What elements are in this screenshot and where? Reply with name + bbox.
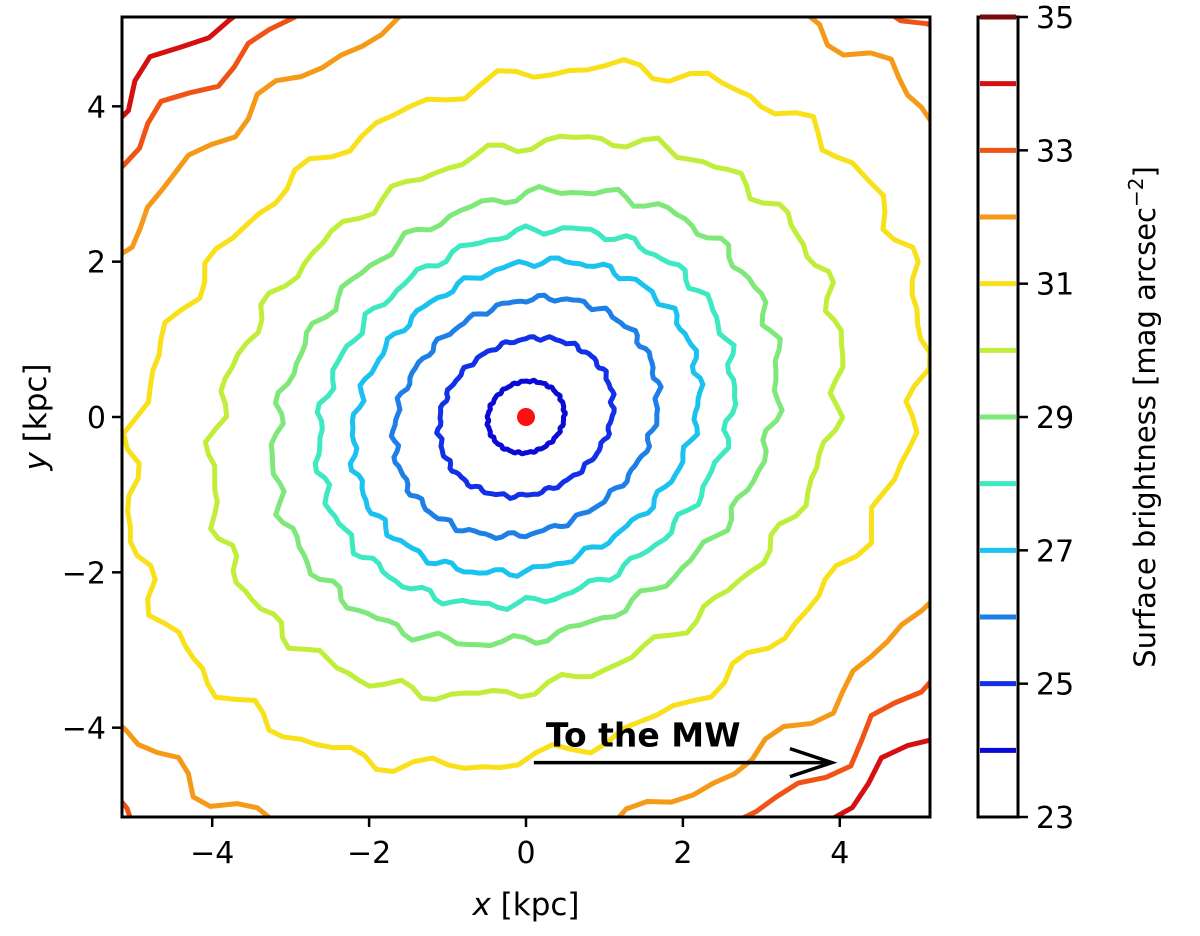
y-tick-label: 2 [87,246,106,281]
colorbar-tick-label: 23 [1036,801,1074,836]
y-tick-label: 0 [87,401,106,436]
x-tick-label: 2 [673,836,692,871]
colorbar-tick-label: 25 [1036,668,1074,703]
y-tick-label: −4 [62,712,106,747]
contour-level-31 [122,57,930,774]
contour-level-30 [202,133,846,702]
axis-ticks: −4 −2 0 2 4 −4 −2 0 2 4 [62,90,850,871]
annotation-text: To the MW [546,716,741,755]
contour-level-32 [122,17,930,817]
contour-level-33 [122,17,930,817]
contour-level-26 [388,292,664,541]
colorbar-label: Surface brightness [mag arcsec−2] [1124,166,1162,668]
contour-level-28 [312,223,739,612]
colorbar-tick-label: 35 [1036,1,1074,36]
colorbar-tick-label: 27 [1036,534,1074,569]
contour-level-27 [347,255,706,579]
center-marker [517,408,535,426]
y-tick-label: −2 [62,556,106,591]
colorbar-tick-label: 33 [1036,134,1074,169]
contour-level-29 [268,184,785,649]
y-axis-label: y [kpc] [18,363,54,471]
center-marker-layer [517,408,535,426]
contour-level-34 [122,17,930,817]
annotation-layer: To the MW [533,716,838,779]
x-tick-label: −2 [347,836,391,871]
colorbar-tick-label: 29 [1036,401,1074,436]
x-tick-label: −4 [190,836,234,871]
colorbar-tick-label: 31 [1036,268,1074,303]
x-tick-label: 4 [830,836,849,871]
contour-level-25 [434,334,617,501]
annotation-arrow-head [789,746,838,779]
contour-lines [122,17,930,817]
contour-level-24 [484,377,568,457]
x-axis-label: x [kpc] [471,887,579,923]
y-tick-label: 4 [87,90,106,125]
colorbar: 23 25 27 29 31 33 35 [976,1,1074,836]
x-tick-label: 0 [516,836,535,871]
